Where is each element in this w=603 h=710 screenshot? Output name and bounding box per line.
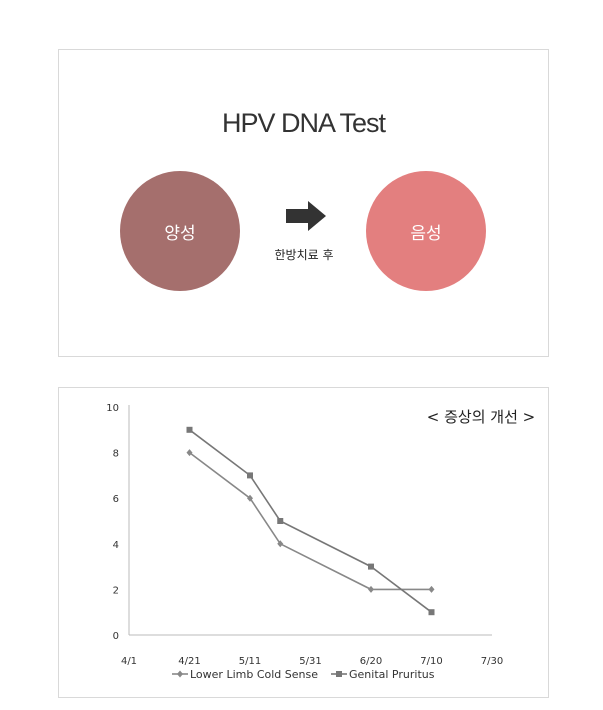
data-point-diamond <box>428 585 435 593</box>
right-arrow-icon <box>286 201 326 231</box>
series-line-1 <box>189 451 432 591</box>
data-point-diamond <box>186 449 193 457</box>
x-tick-label: 7/10 <box>420 656 442 667</box>
positive-circle: 양성 <box>120 171 240 291</box>
y-tick-label: 0 <box>113 631 119 642</box>
treatment-caption: 한방치료 후 <box>274 248 334 262</box>
legend-label-1: Lower Limb Cold Sense <box>190 668 318 681</box>
symptom-line-chart: 0 2 4 6 8 10 4/1 4/21 5/11 5/31 6/20 7/10 7/30 Lower… <box>106 403 535 681</box>
legend-marker-square <box>336 671 342 677</box>
data-point-diamond <box>247 494 253 502</box>
chart-title: < 증상의 개선 > <box>427 408 535 426</box>
series-line-2 <box>189 429 432 613</box>
data-point-diamond <box>277 540 284 548</box>
data-point-square <box>247 472 253 479</box>
x-tick-label: 7/30 <box>481 656 503 667</box>
y-tick-label: 6 <box>113 494 119 505</box>
legend-marker-diamond <box>177 670 183 678</box>
data-point-square <box>277 518 284 524</box>
data-point-square <box>368 563 374 570</box>
y-tick-label: 4 <box>113 540 119 551</box>
symptom-chart-panel: 0 2 4 6 8 10 4/1 4/21 5/11 5/31 6/20 7/10 7/30 Lower… <box>58 387 549 698</box>
negative-circle: 음성 <box>366 171 486 291</box>
hpv-test-panel: HPV DNA Test 양성 한방치료 후 음성 <box>58 49 549 357</box>
y-tick-label: 8 <box>113 449 119 460</box>
y-tick-label: 2 <box>113 585 119 596</box>
x-tick-label: 6/20 <box>360 656 382 667</box>
data-point-diamond <box>368 585 374 593</box>
hpv-title: HPV DNA Test <box>221 108 386 138</box>
x-tick-label: 4/1 <box>121 656 137 667</box>
legend-label-2: Genital Pruritus <box>349 668 435 681</box>
x-tick-label: 4/21 <box>178 656 200 667</box>
positive-label: 양성 <box>164 223 196 244</box>
data-point-square <box>428 609 435 616</box>
data-point-square <box>186 426 193 433</box>
x-tick-label: 5/31 <box>299 656 321 667</box>
y-tick-label: 10 <box>106 403 119 414</box>
negative-label: 음성 <box>410 223 442 244</box>
x-tick-label: 5/11 <box>239 656 261 667</box>
